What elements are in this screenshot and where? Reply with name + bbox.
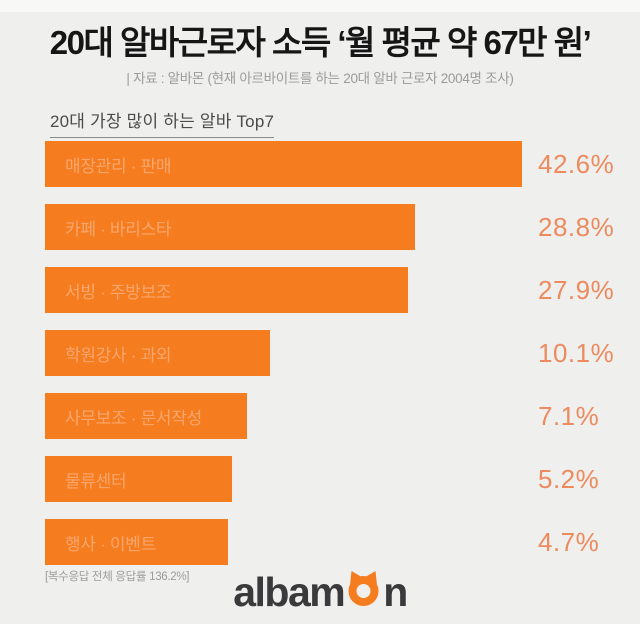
chart-title: 20대 가장 많이 하는 알바 Top7 — [50, 107, 275, 138]
bar: 학원강사 · 과외 — [45, 330, 270, 376]
bar-row: 서빙 · 주방보조 27.9% — [45, 267, 640, 313]
bar: 매장관리 · 판매 — [45, 141, 522, 187]
bar-chart: 매장관리 · 판매 42.6% 카페 · 바리스타 28.8% 서빙 · 주방보조 27.… — [45, 141, 640, 582]
footnote: [복수응답 전체 응답률 136.2%] — [45, 571, 190, 583]
bar-category-label: 물류센터 — [65, 471, 127, 491]
bar-category-label: 매장관리 · 판매 — [65, 156, 172, 176]
bar-category-label: 사무보조 · 문서작성 — [65, 408, 202, 428]
top-strip — [0, 0, 640, 12]
bar-row: 사무보조 · 문서작성 7.1% — [45, 393, 640, 439]
bar: 사무보조 · 문서작성 — [45, 393, 247, 439]
bar-value-label: 27.9% — [538, 274, 615, 305]
bar-value-label: 42.6% — [538, 148, 615, 179]
albamon-logo: albam n — [0, 570, 640, 614]
bar-category-label: 행사 · 이벤트 — [65, 534, 156, 554]
source-note: | 자료 : 알바몬 (현재 아르바이트를 하는 20대 알바 근로자 2004… — [126, 71, 514, 86]
logo-text-right: n — [383, 568, 408, 615]
bar-row: 카페 · 바리스타 28.8% — [45, 204, 640, 250]
bar-row: 학원강사 · 과외 10.1% — [45, 330, 640, 376]
bar-row: 물류센터 5.2% — [45, 456, 640, 502]
bar: 서빙 · 주방보조 — [45, 267, 408, 313]
bar-value-label: 5.2% — [538, 463, 600, 494]
bar-value-label: 7.1% — [538, 400, 600, 431]
bar-value-label: 10.1% — [538, 337, 615, 368]
bar-value-label: 28.8% — [538, 211, 615, 242]
bar: 카페 · 바리스타 — [45, 204, 415, 250]
bar-category-label: 카페 · 바리스타 — [65, 219, 172, 239]
bar-row: 매장관리 · 판매 42.6% — [45, 141, 640, 187]
logo-text-left: albam — [233, 568, 346, 615]
cat-face-icon — [345, 570, 382, 614]
page-title: 20대 알바근로자 소득 ‘월 평균 약 67만 원’ — [49, 24, 592, 61]
bar-row: 행사 · 이벤트 4.7% — [45, 519, 640, 565]
bar: 물류센터 — [45, 456, 232, 502]
bar-category-label: 학원강사 · 과외 — [65, 345, 172, 365]
bar-category-label: 서빙 · 주방보조 — [65, 282, 172, 302]
bar-value-label: 4.7% — [538, 526, 600, 557]
bar: 행사 · 이벤트 — [45, 519, 228, 565]
